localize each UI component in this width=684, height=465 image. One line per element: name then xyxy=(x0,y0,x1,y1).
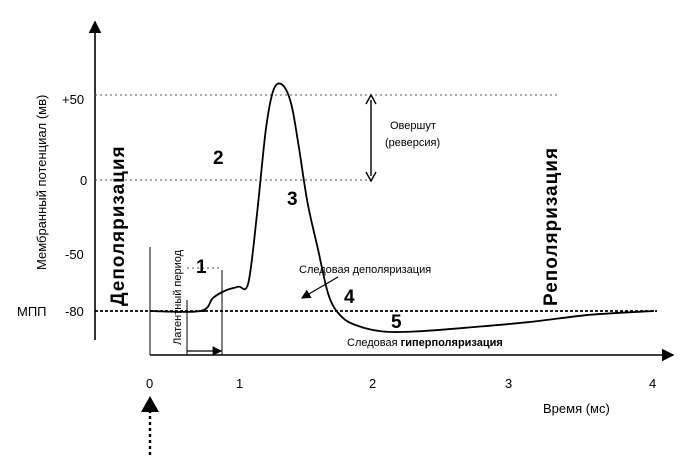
y-axis-label: Мембранный потенциал (мв) xyxy=(34,95,49,270)
depolarization-phase-label: Деполяризация xyxy=(108,145,129,306)
action-potential-curve xyxy=(149,82,655,334)
x-axis-label: Время (мс) xyxy=(543,401,610,416)
phase-number-3: 3 xyxy=(287,189,298,210)
resting-potential-label: МПП xyxy=(17,304,47,319)
trace-depolarization-label: Следовая деполяризация xyxy=(299,264,431,276)
latent-period-label: Латентный период xyxy=(172,249,184,345)
trace-depolarization-arrow xyxy=(300,276,339,299)
phase-number-5: 5 xyxy=(391,312,402,333)
overshoot-arrow-bottom-head xyxy=(365,171,377,183)
phase-number-1: 1 xyxy=(196,257,207,278)
trace-hyperpolarization-prefix: Следовая xyxy=(347,337,401,349)
stimulus-arrow-head xyxy=(141,396,159,412)
x-tick-label-2: 2 xyxy=(369,376,376,391)
y-tick-label-minus50: -50 xyxy=(65,247,84,262)
phase-number-2: 2 xyxy=(213,148,224,169)
x-tick-label-0: 0 xyxy=(146,376,153,391)
repolarization-phase-label: Реполяризация xyxy=(541,147,562,306)
trace-hyperpolarization-bold: гиперполяризация xyxy=(401,337,503,349)
x-tick-label-4: 4 xyxy=(649,376,656,391)
x-tick-label-3: 3 xyxy=(505,376,512,391)
y-tick-label-plus50: +50 xyxy=(62,92,84,107)
overshoot-arrow-top-head xyxy=(365,93,377,105)
y-tick-label-0: 0 xyxy=(80,173,87,188)
overshoot-label: Овершут xyxy=(390,120,436,132)
trace-hyperpolarization-label: Следовая гиперполяризация xyxy=(347,337,503,349)
x-tick-label-1: 1 xyxy=(236,376,243,391)
reversal-label: (реверсия) xyxy=(385,137,440,149)
y-tick-label-minus80: -80 xyxy=(65,304,84,319)
phase-number-4: 4 xyxy=(344,287,355,308)
